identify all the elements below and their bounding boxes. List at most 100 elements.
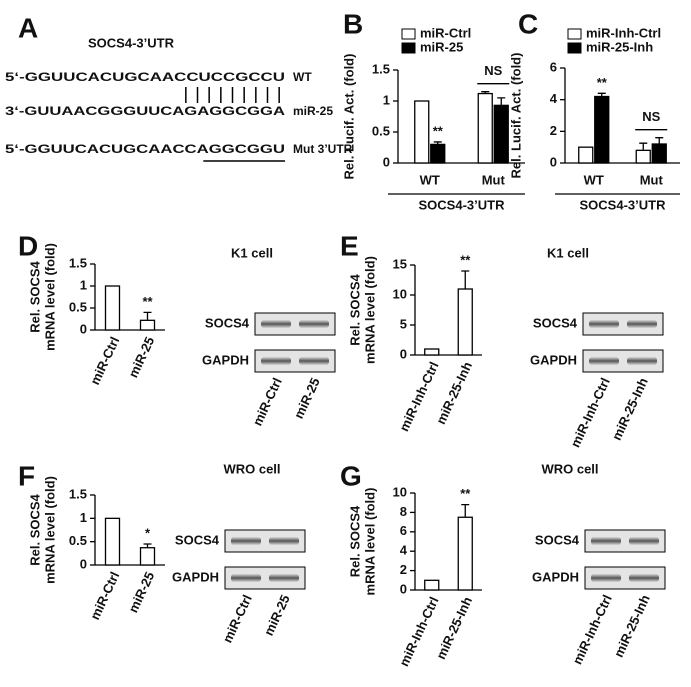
bar xyxy=(594,95,610,164)
significance: ** xyxy=(142,294,153,309)
blot-lane-label: miR-25 xyxy=(291,375,323,421)
blot-lane-label: miR-25-Inh xyxy=(609,375,651,442)
legend-label: miR-Inh-Ctrl xyxy=(586,25,661,40)
sequence-tag: miR-25 xyxy=(293,104,333,118)
y-axis-label: Rel. SOCS4 xyxy=(347,273,362,345)
blot-band-label: GAPDH xyxy=(530,352,577,367)
y-tick-label: 1.5 xyxy=(372,61,390,76)
bar xyxy=(430,143,446,164)
y-tick-label: 1 xyxy=(80,277,87,292)
blot-frame xyxy=(584,529,666,553)
blot-band-label: GAPDH xyxy=(532,569,579,584)
panel-letter: E xyxy=(340,230,359,261)
y-axis-label: mRNA level (fold) xyxy=(362,256,377,364)
significance: * xyxy=(145,525,151,540)
blot-band xyxy=(299,357,329,365)
x-tick-label: WT xyxy=(584,172,604,187)
y-tick-label: 0 xyxy=(400,581,407,596)
blot-frame xyxy=(584,566,666,590)
blot-band-label: SOCS4 xyxy=(175,532,220,547)
error-bar xyxy=(461,270,470,289)
blot-band xyxy=(269,574,299,582)
blot-frame xyxy=(254,312,336,336)
y-tick-label: 2 xyxy=(400,562,407,577)
significance: ** xyxy=(460,252,471,267)
y-tick-label: 1.5 xyxy=(69,255,87,270)
blot-band-label: GAPDH xyxy=(172,569,219,584)
significance: ** xyxy=(597,75,608,90)
y-tick-label: 6 xyxy=(550,59,557,74)
legend-label: miR-25 xyxy=(420,39,463,54)
x-tick-label: miR-25 xyxy=(125,569,157,615)
chart-title: WRO cell xyxy=(541,461,598,476)
legend-label: miR-Ctrl xyxy=(420,25,471,40)
x-tick-label: miR-Inh-Ctrl xyxy=(396,359,441,433)
panel-title: SOCS4-3’UTR xyxy=(88,35,175,50)
blot-frame xyxy=(582,312,664,336)
blot-band xyxy=(589,320,619,328)
y-axis-label: mRNA level (fold) xyxy=(42,476,57,584)
blot-lane-label: miR-25-Inh xyxy=(611,592,653,659)
bar xyxy=(477,92,493,164)
blot-band xyxy=(269,537,299,545)
y-tick-label: 8 xyxy=(400,504,407,519)
y-tick-label: 1 xyxy=(383,92,390,107)
legend-swatch xyxy=(567,42,582,54)
y-tick-label: 0.5 xyxy=(69,533,87,548)
bar xyxy=(457,288,473,356)
x-tick-label: WT xyxy=(420,172,440,187)
blot-band-label: GAPDH xyxy=(202,352,249,367)
blot-frame xyxy=(254,349,336,373)
error-bar xyxy=(655,137,664,144)
y-tick-label: 4 xyxy=(400,543,408,558)
blot-band-label: SOCS4 xyxy=(535,532,580,547)
bar xyxy=(104,285,121,331)
legend-swatch xyxy=(401,42,416,54)
panel-letter: A xyxy=(18,12,38,43)
y-tick-label: 1.5 xyxy=(69,486,87,501)
bar xyxy=(414,100,430,164)
blot-lane-label: miR-Ctrl xyxy=(250,375,285,428)
error-bar xyxy=(143,311,152,321)
blot-band xyxy=(591,537,621,545)
y-tick-label: 10 xyxy=(393,286,407,301)
bar xyxy=(651,143,667,164)
y-axis-label: Rel. SOCS4 xyxy=(347,505,362,577)
y-tick-label: 1 xyxy=(80,510,87,525)
sequence-tag: Mut 3’UTR xyxy=(293,142,353,156)
chart-title: K1 cell xyxy=(547,245,589,260)
error-bar xyxy=(497,97,506,106)
blot-band xyxy=(629,574,659,582)
significance: ** xyxy=(433,123,444,138)
y-tick-label: 0 xyxy=(80,556,87,571)
blot-band xyxy=(591,574,621,582)
y-tick-label: 5 xyxy=(400,316,407,331)
bar xyxy=(635,149,651,164)
sequence: 5‘-GGUUCACUGCAACCAGGCGGU xyxy=(5,142,285,156)
panel-letter: F xyxy=(18,460,35,491)
blot-band xyxy=(627,320,657,328)
bar xyxy=(139,547,156,566)
chart-title: WRO cell xyxy=(223,461,280,476)
bar xyxy=(424,348,440,356)
y-axis-label: Rel. Lucif. Act. (fold) xyxy=(508,53,523,179)
panel-letter: C xyxy=(518,8,538,39)
blot-band xyxy=(231,574,261,582)
blot-band-label: SOCS4 xyxy=(533,315,578,330)
group-label: SOCS4-3’UTR xyxy=(419,197,506,212)
error-bar xyxy=(639,142,648,151)
error-bar xyxy=(433,141,442,145)
sequence-tag: WT xyxy=(293,70,312,84)
bar xyxy=(424,579,440,591)
panel-letter: B xyxy=(343,8,363,39)
y-tick-label: 10 xyxy=(393,484,407,499)
y-tick-label: 4 xyxy=(550,91,558,106)
error-bar xyxy=(481,91,490,94)
blot-frame xyxy=(582,349,664,373)
error-bar xyxy=(143,543,152,548)
y-tick-label: 0 xyxy=(400,346,407,361)
blot-band xyxy=(261,320,291,328)
y-tick-label: 0 xyxy=(80,321,87,336)
chart-title: K1 cell xyxy=(231,245,273,260)
